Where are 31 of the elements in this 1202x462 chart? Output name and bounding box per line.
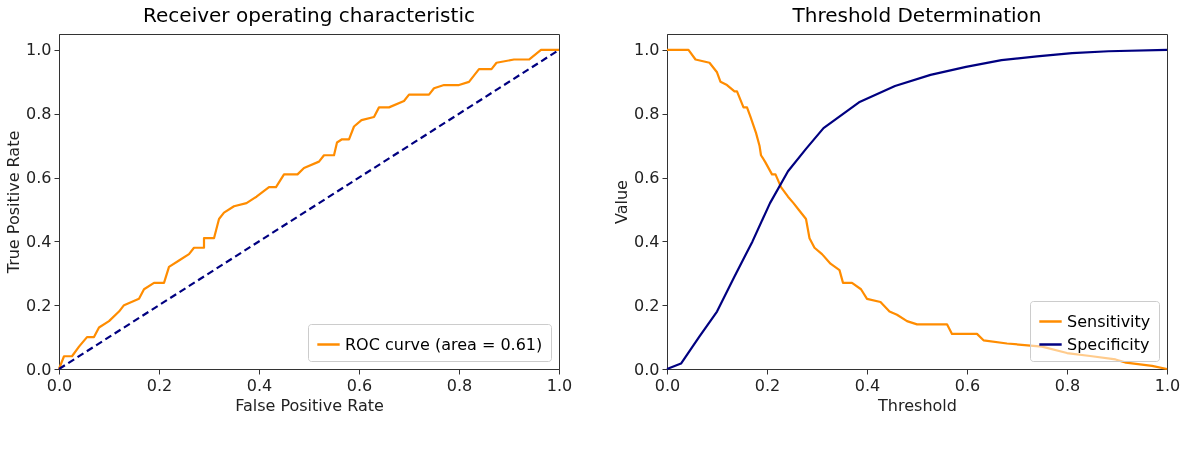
x-axis-title: Threshold bbox=[877, 395, 957, 415]
y-tick-label: 1.0 bbox=[634, 40, 660, 60]
y-tick-label: 0.6 bbox=[634, 168, 660, 188]
x-tick-label: 0.2 bbox=[146, 375, 173, 395]
x-tick-label: 0.8 bbox=[1054, 375, 1081, 395]
y-axis-title: True Positive Rate bbox=[4, 130, 24, 275]
x-tick-label: 0.6 bbox=[954, 375, 981, 395]
x-tick-label: 1.0 bbox=[546, 375, 573, 395]
y-tick-label: 0.4 bbox=[26, 231, 52, 251]
x-axis-title: False Positive Rate bbox=[235, 395, 384, 415]
y-tick-label: 1.0 bbox=[26, 40, 52, 60]
y-tick-label: 0.8 bbox=[26, 104, 52, 124]
legend-label: Sensitivity bbox=[1067, 311, 1151, 331]
x-tick-label: 0.4 bbox=[854, 375, 881, 395]
y-tick-label: 0.2 bbox=[26, 295, 52, 315]
legend-label: Specificity bbox=[1067, 334, 1150, 354]
chart-title: Receiver operating characteristic bbox=[143, 3, 475, 27]
x-tick-label: 1.0 bbox=[1154, 375, 1181, 395]
x-tick-label: 0.2 bbox=[754, 375, 781, 395]
x-tick-label: 0.6 bbox=[346, 375, 373, 395]
y-tick-label: 0.6 bbox=[26, 168, 52, 188]
chart-title: Threshold Determination bbox=[791, 3, 1042, 27]
y-axis-title: Value bbox=[612, 180, 632, 224]
line-series bbox=[665, 48, 1169, 371]
y-tick-label: 0.4 bbox=[634, 231, 660, 251]
x-tick-label: 0.8 bbox=[446, 375, 473, 395]
line-series bbox=[57, 48, 561, 371]
y-tick-label: 0.8 bbox=[634, 104, 660, 124]
y-tick-label: 0.2 bbox=[634, 295, 660, 315]
x-tick-label: 0.4 bbox=[246, 375, 273, 395]
legend-label: ROC curve (area = 0.61) bbox=[345, 334, 543, 354]
